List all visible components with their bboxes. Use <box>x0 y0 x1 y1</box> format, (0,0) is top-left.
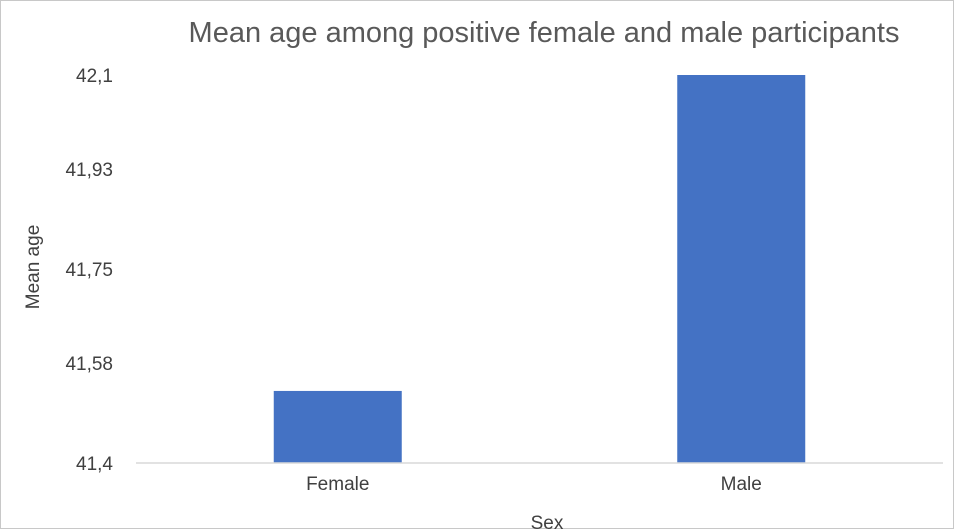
y-tick-label: 41,75 <box>65 260 113 281</box>
x-tick-label: Male <box>721 474 762 495</box>
y-axis-ticks: 41,4 41,58 41,75 41,93 42,1 <box>65 66 113 475</box>
x-axis-label: Sex <box>531 513 564 530</box>
y-tick-label: 41,58 <box>65 354 113 375</box>
bar-male <box>677 75 806 463</box>
bars <box>273 75 806 463</box>
chart-title: Mean age among positive female and male … <box>189 17 900 49</box>
x-tick-label: Female <box>306 474 369 495</box>
bar-female <box>273 390 402 463</box>
x-axis-ticks: Female Male <box>306 474 762 495</box>
y-tick-label: 41,4 <box>76 454 113 475</box>
y-tick-label: 41,93 <box>65 160 113 181</box>
y-axis-label: Mean age <box>23 225 44 310</box>
y-tick-label: 42,1 <box>76 66 113 87</box>
